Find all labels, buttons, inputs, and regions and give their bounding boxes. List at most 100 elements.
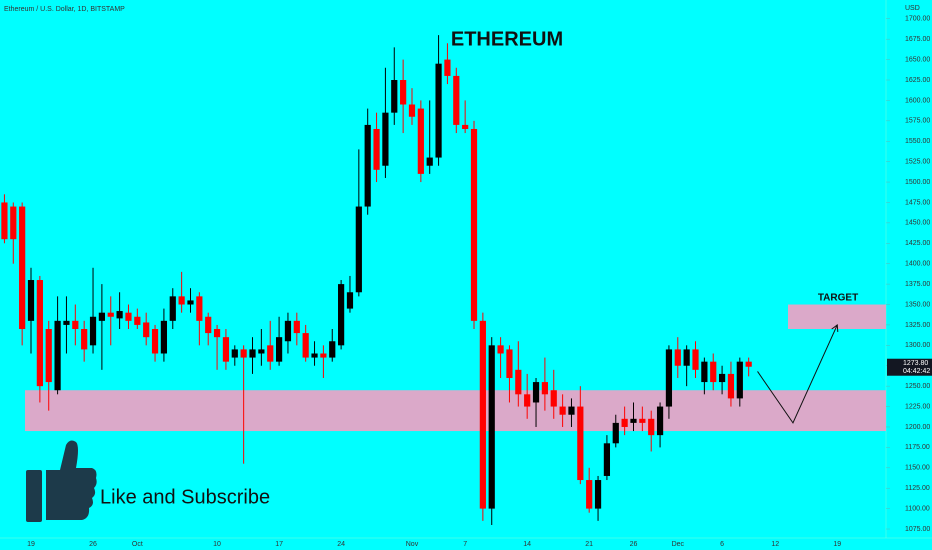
candle-body [417, 108, 424, 174]
y-tick-label: 1100.00 [905, 505, 930, 512]
candle-body [648, 418, 655, 436]
candle-body [718, 373, 726, 383]
candle-body [435, 63, 442, 158]
candle-body [355, 206, 362, 293]
candle-body [302, 333, 309, 358]
candle-body [515, 369, 522, 395]
y-tick-label: 1550.00 [905, 138, 930, 145]
y-tick-label: 1350.00 [905, 301, 930, 308]
candle-body [134, 316, 141, 325]
y-tick-label: 1475.00 [905, 199, 930, 206]
candle-body [524, 394, 531, 407]
candle-body [391, 80, 398, 113]
candle-body [692, 349, 699, 370]
candle-body [249, 349, 256, 358]
y-tick-label: 1175.00 [905, 444, 930, 451]
candle-body [98, 312, 105, 321]
candle-body [470, 128, 478, 321]
candle-body [462, 124, 469, 129]
candle-body [267, 345, 274, 362]
y-tick-label: 1125.00 [905, 485, 930, 492]
currency: USD [905, 5, 920, 12]
candle-body [603, 443, 611, 476]
y-tick-label: 1375.00 [905, 281, 930, 288]
y-tick-label: 1575.00 [905, 118, 930, 125]
y-tick-label: 1250.00 [905, 383, 930, 390]
candle-body [594, 480, 602, 509]
candle-body [346, 292, 354, 309]
last-price-label: 1273.80 [903, 360, 928, 367]
candle-body [275, 337, 283, 362]
candle-body [506, 349, 513, 378]
candle-body [736, 361, 743, 399]
header: Ethereum / U.S. Dollar, 1D, BITSTAMP [4, 6, 125, 13]
projection-arrowhead [831, 323, 839, 332]
candle-body [621, 418, 628, 427]
y-tick-label: 1700.00 [905, 16, 930, 23]
candle-body [568, 406, 575, 415]
x-tick-label: 24 [337, 541, 345, 548]
target-label: TARGET [818, 293, 858, 304]
candle-body [550, 390, 557, 407]
candle-body [444, 59, 451, 76]
support-zone [25, 390, 886, 432]
candle-body [497, 345, 504, 354]
x-tick-label: 7 [463, 541, 467, 548]
candle-body [45, 329, 52, 383]
candle-body [54, 320, 61, 391]
x-tick-label: 26 [630, 541, 638, 548]
candle-body [116, 311, 123, 319]
candle-body [19, 206, 26, 330]
y-tick-label: 1325.00 [905, 322, 930, 329]
candle-body [727, 373, 735, 399]
cta-text: Like and Subscribe [100, 486, 270, 508]
y-tick-label: 1625.00 [905, 77, 930, 84]
candle-body [559, 406, 566, 415]
candles [1, 35, 752, 525]
x-tick-label: 21 [585, 541, 593, 548]
candle-body [532, 382, 540, 403]
candle-body [479, 320, 486, 509]
chart-title: ETHEREUM [451, 28, 563, 50]
candle-body [143, 322, 150, 338]
candle-body [311, 353, 318, 358]
candle-body [373, 128, 380, 170]
candle-body [488, 345, 495, 509]
x-tick-label: 19 [27, 541, 35, 548]
candle-body [89, 316, 97, 346]
x-tick-label: 6 [720, 541, 724, 548]
y-tick-label: 1300.00 [905, 342, 930, 349]
candle-body [665, 349, 673, 407]
candle-body [612, 422, 619, 444]
candle-body [639, 418, 646, 423]
x-tick-label: Dec [672, 541, 685, 548]
candle-body [674, 349, 681, 366]
x-tick-label: Nov [406, 541, 419, 548]
y-tick-label: 1525.00 [905, 158, 930, 165]
candle-body [10, 206, 17, 240]
x-tick-label: Oct [132, 541, 143, 548]
candle-body [656, 406, 664, 436]
candle-body [1, 202, 8, 240]
x-tick-label: 10 [213, 541, 221, 548]
candle-body [222, 337, 230, 362]
candle-body [364, 124, 371, 207]
candle-body [63, 320, 70, 325]
candle-body [329, 341, 336, 358]
candle-body [541, 382, 548, 395]
candle-body [36, 280, 43, 387]
candle-body [187, 300, 194, 305]
x-tick-label: 12 [771, 541, 779, 548]
y-tick-label: 1150.00 [905, 465, 930, 472]
candle-body [125, 312, 132, 321]
candle-body [213, 329, 221, 338]
candle-body [320, 353, 327, 358]
candle-body [338, 284, 345, 346]
candle-body [630, 418, 637, 423]
candle-body [683, 349, 690, 366]
y-tick-label: 1425.00 [905, 240, 930, 247]
candle-body [586, 480, 593, 509]
last-price-box [887, 358, 932, 376]
x-tick-label: 17 [275, 541, 283, 548]
